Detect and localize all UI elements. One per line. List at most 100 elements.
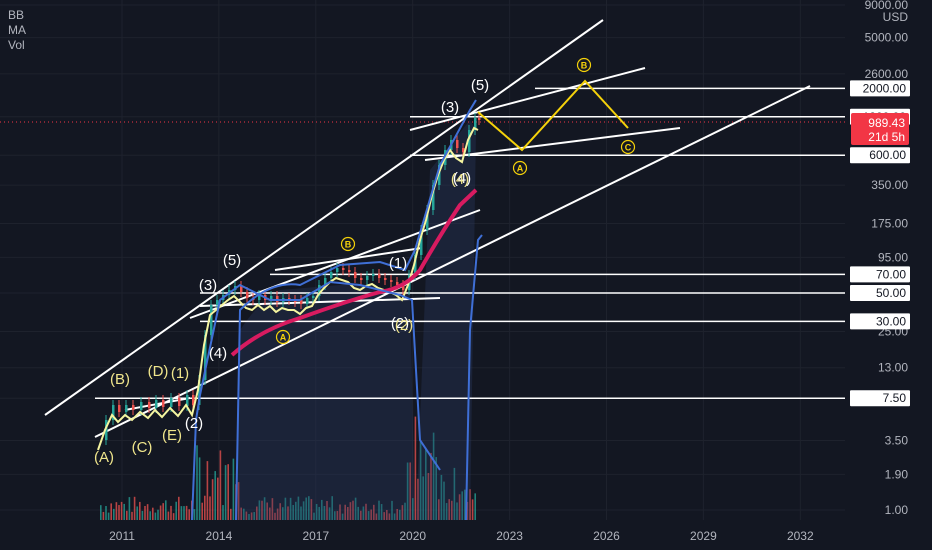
volume-bar [230, 508, 232, 520]
volume-bar [139, 501, 141, 520]
candle [132, 405, 135, 410]
time-axis[interactable]: 2011 2014 2017 2020 2023 2026 2029 2032 [109, 529, 814, 543]
x-tick-label: 2020 [399, 529, 426, 543]
volume-bar [284, 497, 287, 520]
y-tick-label: 175.00 [871, 217, 908, 231]
volume-bar [367, 511, 370, 520]
volume-bar [331, 496, 333, 520]
volume-bar [136, 506, 138, 520]
volume-bar [425, 447, 427, 520]
volume-bar [201, 502, 203, 520]
level-box-label: 2000.00 [863, 81, 907, 95]
wave-label-white: (3) [199, 277, 217, 294]
candle [372, 274, 375, 276]
volume-bar [341, 513, 344, 520]
volume-bar [120, 501, 123, 520]
volume-bar [357, 506, 359, 520]
volume-bar [321, 499, 323, 520]
volume-bar [349, 502, 352, 520]
volume-bar [149, 511, 151, 520]
candle [112, 405, 115, 420]
volume-bar [396, 508, 398, 520]
x-tick-label: 2032 [787, 529, 814, 543]
volume-bar [360, 510, 362, 520]
volume-bar [152, 507, 154, 520]
candle [162, 400, 165, 407]
volume-bar [365, 503, 367, 520]
wave-label-white: (4) [209, 345, 227, 362]
volume-bar [253, 512, 255, 520]
circled-label: C [625, 143, 632, 153]
candle [270, 296, 273, 300]
x-tick-label: 2011 [109, 529, 135, 543]
y-tick-label: 1.90 [885, 467, 909, 481]
volume-bar [297, 496, 300, 520]
candle [246, 292, 249, 298]
volume-bar [118, 505, 120, 520]
wave-label-white: (4) [453, 170, 471, 187]
volume-bar [323, 506, 326, 520]
candle [155, 400, 158, 408]
candle [426, 210, 429, 230]
circled-label: A [517, 164, 524, 174]
candle [148, 402, 151, 408]
volume-bar [110, 503, 112, 520]
volume-bar [302, 501, 305, 520]
bollinger-lower [191, 280, 441, 521]
volume-bar [347, 506, 349, 520]
volume-bar [414, 416, 417, 520]
volume-bar [344, 504, 346, 520]
volume-bar [144, 505, 146, 520]
indicator-vol[interactable]: Vol [8, 38, 25, 52]
volume-bar [380, 504, 383, 520]
volume-bar [266, 502, 268, 520]
y-tick-label: 3.50 [885, 434, 909, 448]
indicator-bb[interactable]: BB [8, 8, 25, 22]
volume-bar [188, 509, 190, 520]
candle [396, 282, 399, 285]
volume-bar [354, 497, 357, 520]
volume-bar [383, 512, 385, 520]
volume-bar [269, 507, 271, 520]
price-axis[interactable]: USD 9000.005000.002600.001200.00600.0035… [845, 0, 932, 520]
volume-bar [128, 497, 131, 520]
volume-bar [211, 479, 214, 520]
volume-bar [165, 500, 167, 520]
volume-bar [232, 458, 235, 520]
volume-bar [318, 506, 320, 520]
circled-label-ring [512, 160, 528, 176]
volume-bar [100, 505, 102, 520]
bollinger-spike [465, 234, 483, 521]
volume-bar [167, 511, 170, 520]
indicator-ma[interactable]: MA [8, 23, 26, 37]
y-tick-label: 5000.00 [865, 31, 909, 45]
volume-bar [162, 503, 164, 520]
wave-label-yellow: (D) [148, 363, 169, 380]
candle [378, 274, 381, 278]
volume-bar [417, 478, 419, 520]
candle [204, 335, 207, 380]
volume-bar [443, 481, 445, 520]
countdown: 21d 5h [868, 130, 905, 144]
volume-bar [214, 471, 216, 520]
volume-bar [279, 503, 281, 520]
volume-bar [448, 499, 450, 520]
volume-bar [219, 450, 222, 520]
volume-bar [300, 506, 302, 520]
volume-bar [271, 498, 274, 520]
indicator-legend: BB MA Vol [8, 8, 26, 53]
level-box-label: 600.00 [869, 148, 906, 162]
volume-bar [445, 503, 448, 520]
volume-bar [175, 501, 177, 520]
volume-bar [466, 501, 469, 520]
volume-bar [399, 509, 401, 520]
wave-label-yellow: (4) [451, 171, 469, 188]
candle [216, 300, 219, 305]
volume-bar [154, 512, 157, 520]
trendline [94, 85, 811, 438]
wave-label-yellow: (E) [162, 427, 182, 444]
candle [456, 140, 459, 148]
volume-bar [159, 505, 162, 520]
